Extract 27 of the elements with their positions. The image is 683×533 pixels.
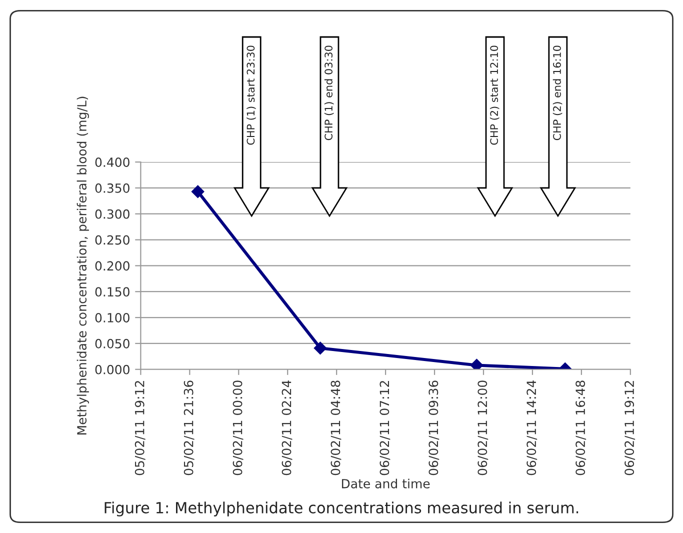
y-tick-label: 0.150 [95,287,130,297]
text: CHP (1) end 03:30 [324,46,334,140]
x-tick-label: 06/02/11 16:48 [576,380,586,476]
x-tick-label: 06/02/11 14:24 [526,380,538,476]
text: CHP (1) start 23:30 [246,46,256,145]
y-tick-label: 0.350 [95,183,130,193]
x-tick-label: 06/02/11 09:36 [428,380,440,476]
x-tick-label: 05/02/11 21:36 [184,380,194,476]
y-tick-label: 0.250 [95,235,130,245]
y-axis-title: Methylphenidate concentration, periferal blood (mg/L) [76,96,89,434]
y-tick-label: 0.000 [95,364,130,374]
x-tick-label: 06/02/11 12:00 [478,380,488,476]
x-tick-label: 06/02/11 00:00 [232,380,244,476]
y-tick-label: 0.200 [95,261,130,271]
x-tick-label: 06/02/11 07:12 [380,381,390,476]
caption: Figure 1: Methylphenidate concentrations measured in serum. [104,502,578,516]
y-tick-label: 0.400 [95,158,130,167]
y-tick-label: 0.050 [95,338,130,348]
x-axis-title: Date and time [342,478,430,488]
x-tick-label: 06/02/11 19:12 [624,381,636,476]
y-tick-label: 0.300 [95,209,130,219]
x-tick-label: 06/02/11 02:24 [282,380,292,476]
text: CHP (2) start 12:10 [490,46,500,145]
x-tick-label: 06/02/11 04:48 [330,380,342,476]
y-tick-label: 0.100 [95,313,130,322]
text: CHP (2) end 16:10 [552,46,562,140]
x-tick-label: 05/02/11 19:12 [134,381,146,476]
